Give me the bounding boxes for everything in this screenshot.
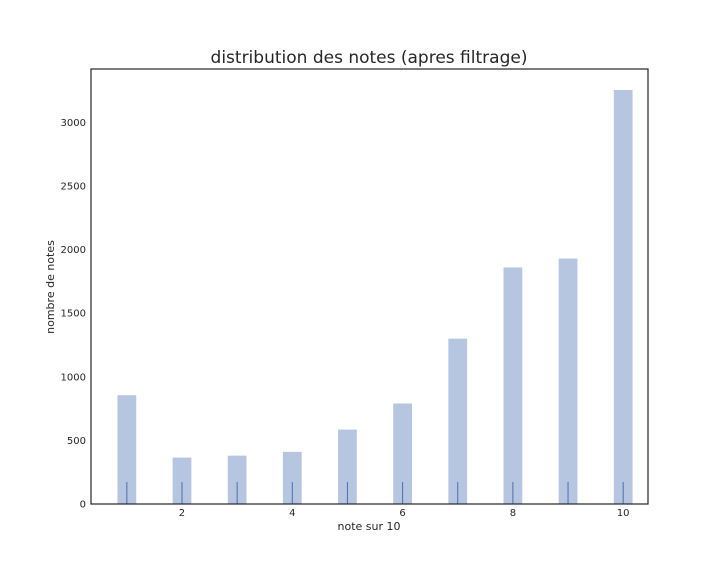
x-tick-label: 4	[289, 508, 295, 519]
x-tick-label: 10	[617, 508, 630, 519]
bar	[558, 258, 578, 504]
y-tick-label: 2500	[61, 182, 86, 193]
bar	[282, 451, 302, 504]
x-axis: 2 4 6 8 10	[179, 508, 630, 519]
y-tick-label: 2000	[61, 245, 86, 256]
x-axis-label: note sur 10	[338, 520, 401, 533]
bar	[338, 429, 357, 504]
y-tick-label: 1500	[61, 309, 86, 320]
bar	[503, 267, 523, 504]
y-tick-label: 0	[80, 500, 86, 511]
rug-marks	[126, 482, 624, 504]
bar	[448, 338, 468, 504]
bar	[227, 455, 247, 504]
bar	[613, 89, 633, 504]
y-tick-label: 3000	[61, 118, 86, 129]
y-axis-label: nombre de notes	[44, 240, 57, 334]
x-tick-label: 8	[510, 508, 516, 519]
y-tick-label: 1000	[61, 372, 86, 383]
x-tick-label: 2	[179, 508, 185, 519]
bar	[393, 403, 412, 504]
y-axis: 0 500 1000 1500 2000 2500 3000	[61, 118, 86, 511]
bar	[172, 457, 192, 504]
bar	[117, 395, 137, 504]
x-tick-label: 6	[399, 508, 405, 519]
bar-series	[117, 89, 633, 504]
plot-frame	[90, 68, 649, 505]
chart-title: distribution des notes (apres filtrage)	[211, 48, 528, 68]
y-tick-label: 500	[67, 436, 86, 447]
